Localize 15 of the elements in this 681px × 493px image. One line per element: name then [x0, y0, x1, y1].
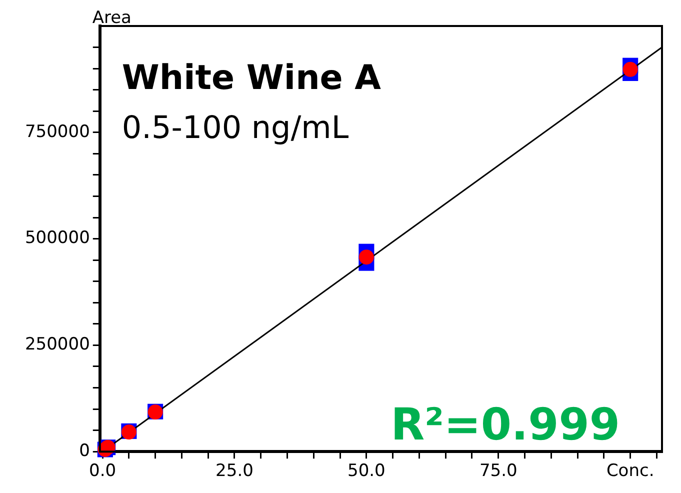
y-tick-label: 250000 [24, 334, 90, 355]
y-tick-label: 0 [79, 441, 90, 462]
x-tick-label: Conc. [606, 461, 654, 482]
text: 0.0 [89, 461, 116, 482]
point [622, 62, 638, 77]
point [358, 250, 374, 265]
text: White Wine A [122, 58, 382, 98]
x-tick-label: 75.0 [479, 461, 518, 482]
y-tick-label: 750000 [24, 122, 90, 142]
annotation: R²=0.999 [390, 400, 620, 451]
x-tick-label: 50.0 [348, 461, 386, 482]
text: 0.5-100 ng/mL [122, 110, 350, 146]
x-tick-label: 25.0 [216, 461, 254, 482]
y-axis-title: Area [92, 8, 132, 28]
y-tick-label: 500000 [24, 228, 90, 248]
